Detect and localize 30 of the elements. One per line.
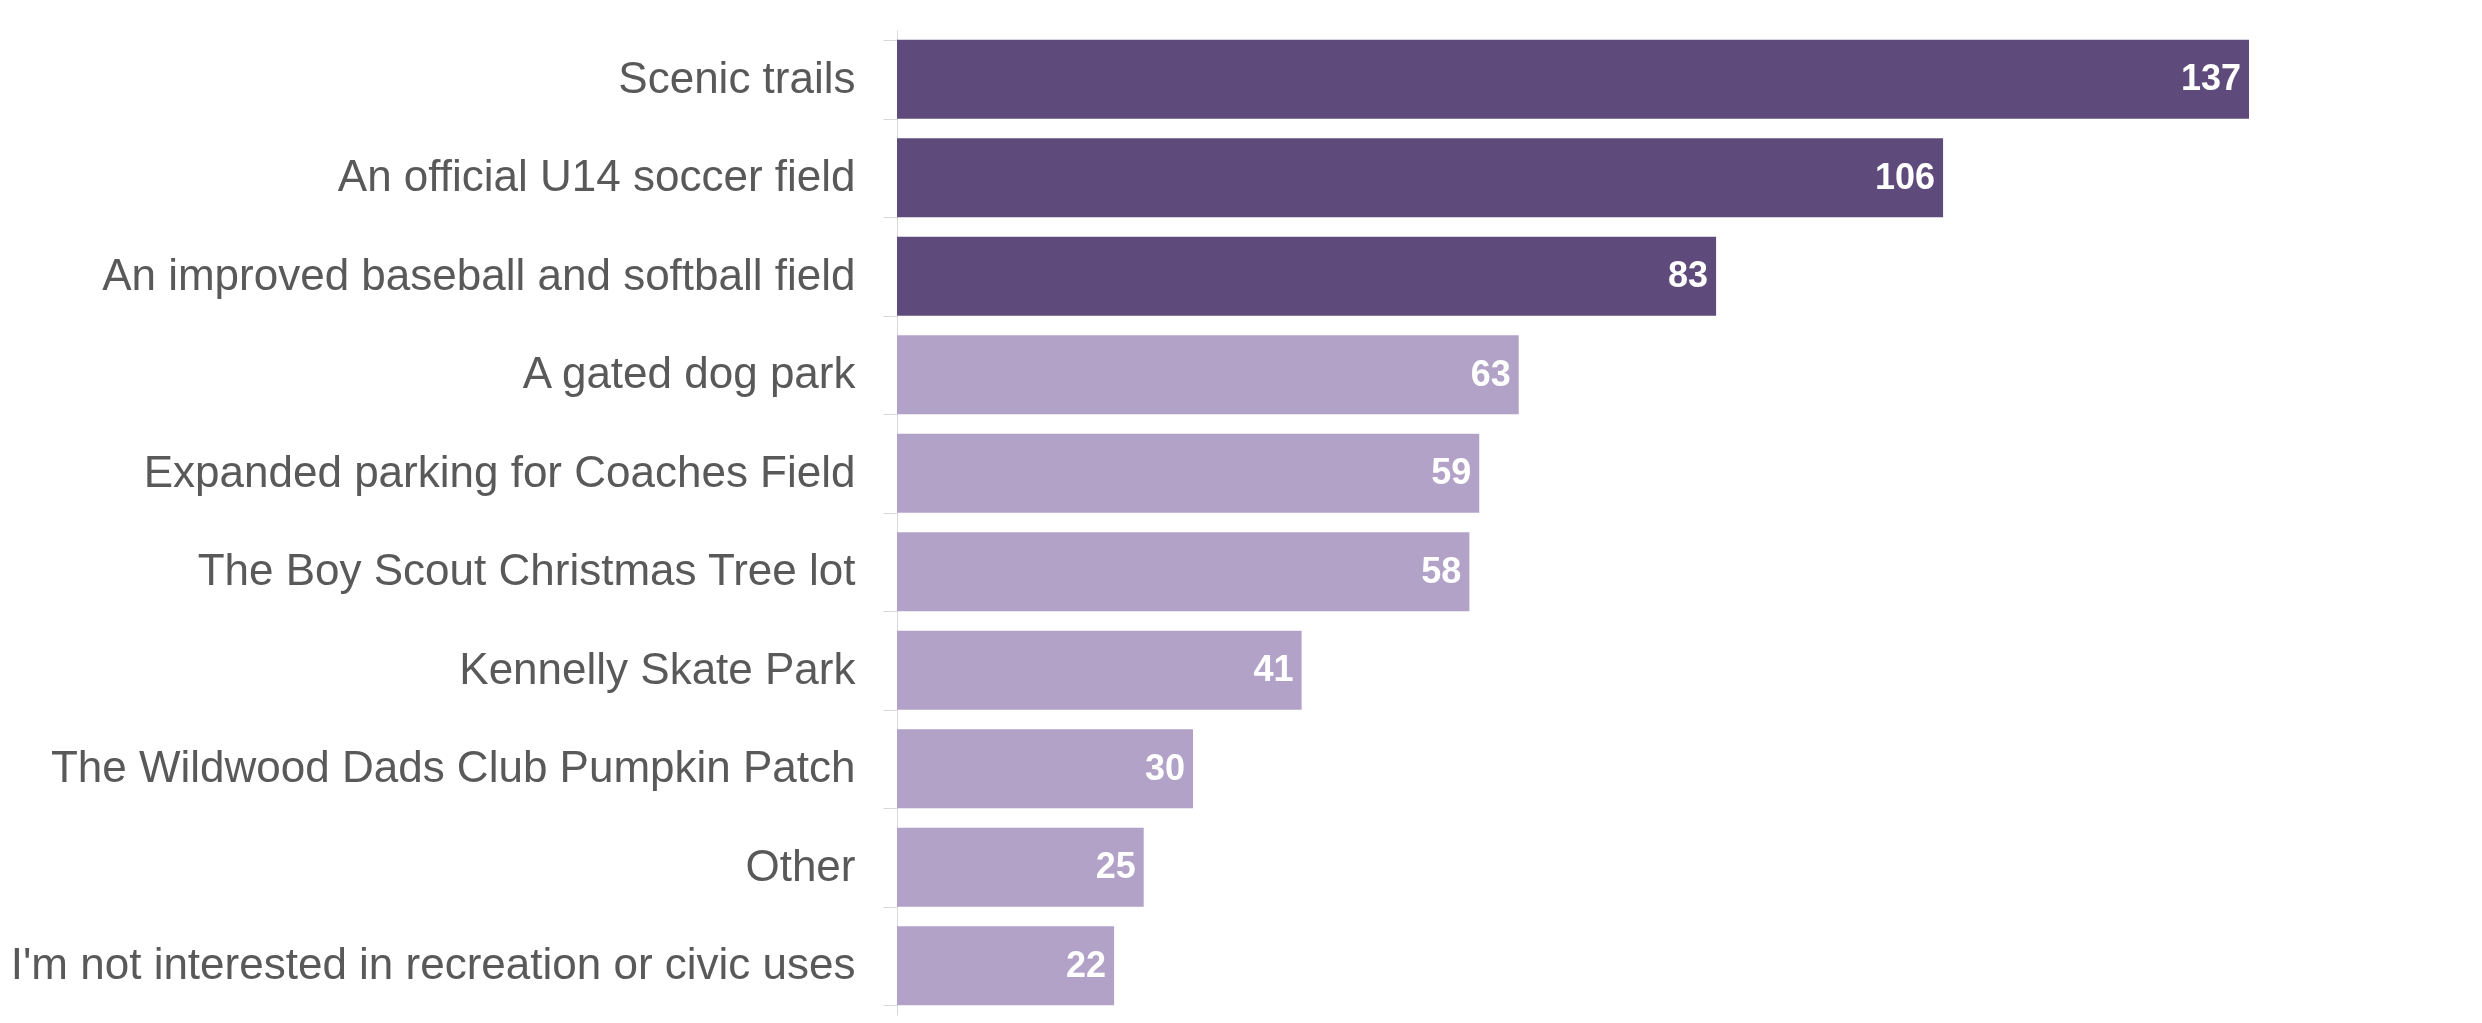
y-tick-label: Scenic trails <box>618 52 856 102</box>
bar <box>897 138 1944 218</box>
y-tick-label: The Boy Scout Christmas Tree lot <box>197 545 856 595</box>
data-label: 58 <box>1421 549 1462 591</box>
bar <box>897 39 2249 119</box>
y-tick-label: A gated dog park <box>522 348 857 398</box>
y-tick-label: I'm not interested in recreation or civic uses <box>10 939 856 989</box>
data-label: 22 <box>1066 943 1107 985</box>
y-tick-label: Other <box>745 840 856 890</box>
bar <box>897 236 1717 316</box>
bar <box>897 433 1480 513</box>
y-tick-label: Expanded parking for Coaches Field <box>143 446 856 496</box>
bar <box>897 729 1194 809</box>
data-label: 83 <box>1668 254 1709 296</box>
bar <box>897 335 1519 415</box>
bar <box>897 630 1302 710</box>
data-label: 59 <box>1431 451 1472 493</box>
bar <box>897 827 1144 907</box>
bar <box>897 926 1115 1006</box>
y-tick-label: The Wildwood Dads Club Pumpkin Patch <box>50 742 856 792</box>
data-label: 63 <box>1470 352 1511 394</box>
bar <box>897 532 1470 612</box>
y-tick-label: An improved baseball and softball field <box>102 249 856 299</box>
y-tick-label: Kennelly Skate Park <box>459 643 857 693</box>
data-label: 41 <box>1253 648 1294 690</box>
data-label: 25 <box>1095 845 1136 887</box>
data-label: 30 <box>1145 746 1186 788</box>
data-label: 106 <box>1874 155 1936 197</box>
y-tick-label: An official U14 soccer field <box>337 151 856 201</box>
data-label: 137 <box>2180 57 2241 99</box>
